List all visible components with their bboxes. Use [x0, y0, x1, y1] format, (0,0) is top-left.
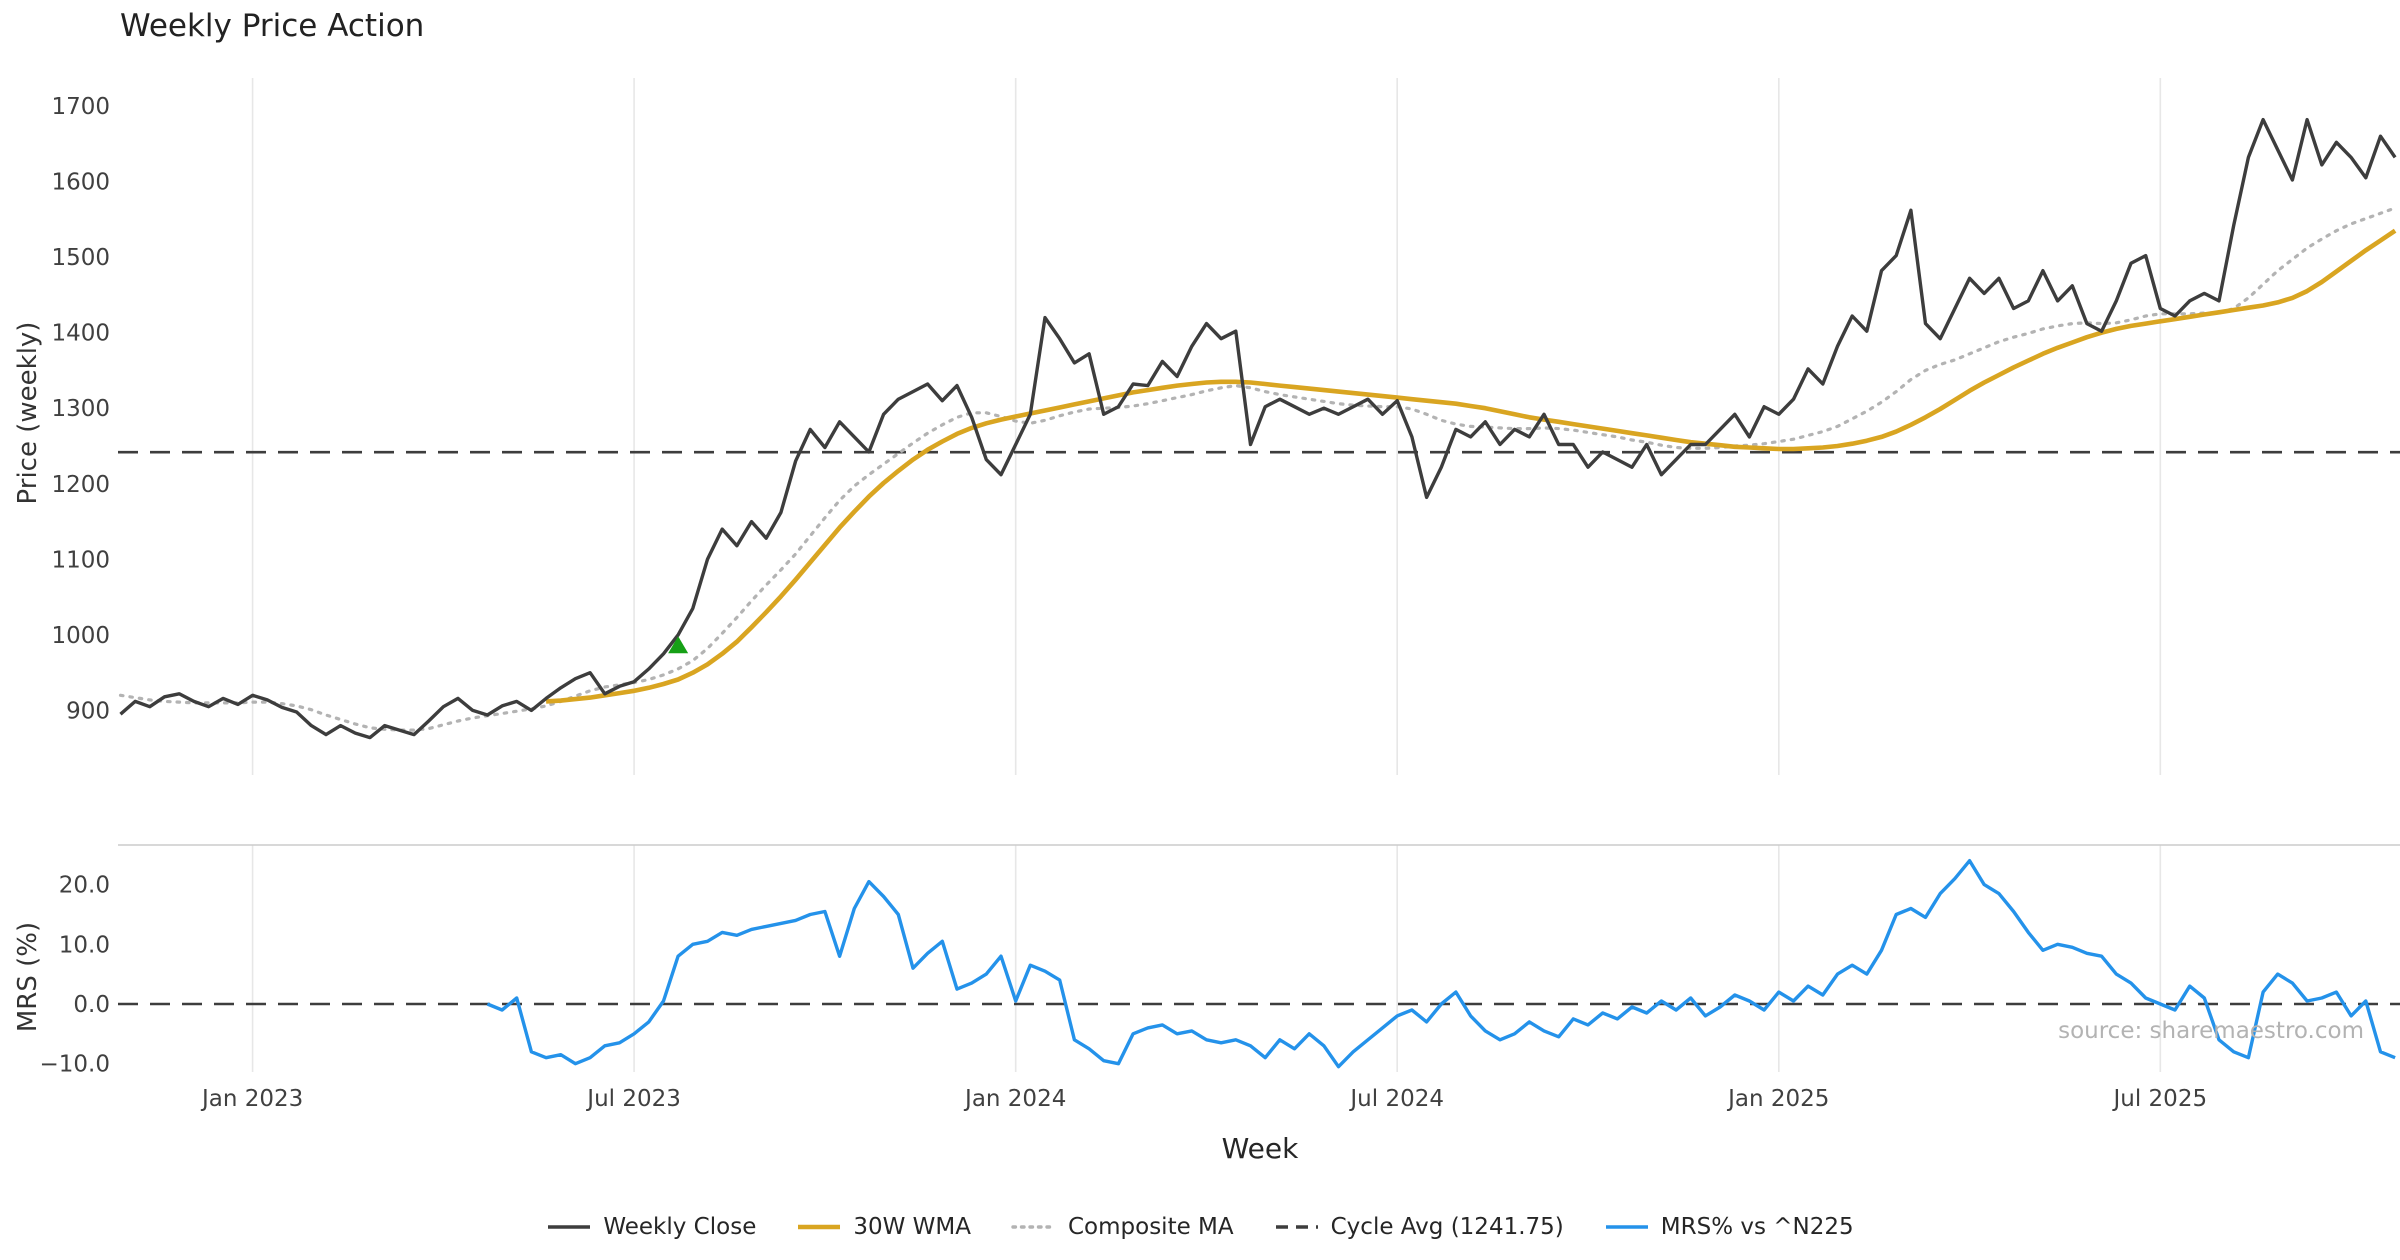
x-tick-label: Jul 2023 [585, 1086, 681, 1112]
price-y-tick-label: 1500 [51, 245, 110, 271]
x-tick-label: Jan 2024 [963, 1086, 1066, 1112]
price-y-tick-label: 1300 [51, 396, 110, 422]
price-y-tick-label: 1700 [51, 94, 110, 120]
x-tick-label: Jan 2023 [200, 1086, 303, 1112]
source-watermark: source: sharemaestro.com [2058, 1018, 2364, 1044]
mrs-y-tick-label: 20.0 [59, 873, 110, 899]
price-y-tick-label: 900 [66, 698, 110, 724]
x-tick-label: Jul 2024 [1348, 1086, 1444, 1112]
legend-label-composite-ma: Composite MA [1067, 1214, 1234, 1240]
price-y-tick-label: 1600 [51, 170, 110, 196]
legend-label-30w-wma: 30W WMA [853, 1214, 971, 1240]
price-y-tick-label: 1000 [51, 623, 110, 649]
mrs-y-tick-label: −10.0 [40, 1052, 110, 1078]
composite-ma-line [118, 206, 2397, 732]
mrs-y-tick-label: 0.0 [73, 992, 110, 1018]
x-axis-label: Week [1221, 1132, 1299, 1165]
weekly-close-line [119, 117, 2397, 740]
mrs-line [486, 859, 2396, 1069]
legend-label-weekly-close: Weekly Close [603, 1214, 757, 1240]
legend-item-weekly-close: Weekly Close [546, 1214, 756, 1240]
legend: Weekly Close 30W WMA Composite MA Cycle … [0, 1214, 2400, 1240]
x-tick-label: Jul 2025 [2111, 1086, 2207, 1112]
legend-item-cycle-avg: Cycle Avg (1241.75) [1274, 1214, 1564, 1240]
mrs-y-tick-label: 10.0 [59, 932, 110, 958]
wma-line [545, 228, 2397, 704]
price-y-tick-label: 1100 [51, 547, 110, 573]
legend-label-cycle-avg: Cycle Avg (1241.75) [1330, 1214, 1564, 1240]
wma-swatch-icon [798, 1224, 841, 1230]
legend-label-mrs: MRS% vs ^N225 [1660, 1214, 1854, 1240]
x-tick-label: Jan 2025 [1726, 1086, 1829, 1112]
price-y-tick-label: 1200 [51, 472, 110, 498]
weekly-close-swatch-icon [548, 1225, 591, 1229]
composite-ma-swatch-icon [1011, 1225, 1057, 1229]
cycle-avg-swatch-icon [1275, 1225, 1318, 1229]
chart-title: Weekly Price Action [120, 8, 425, 44]
buy-signal-triangle-icon [668, 636, 689, 654]
legend-item-mrs: MRS% vs ^N225 [1604, 1214, 1854, 1240]
legend-item-composite-ma: Composite MA [1011, 1214, 1234, 1240]
mrs-swatch-icon [1605, 1225, 1648, 1229]
legend-item-30w-wma: 30W WMA [796, 1214, 971, 1240]
price-y-tick-label: 1400 [51, 321, 110, 347]
